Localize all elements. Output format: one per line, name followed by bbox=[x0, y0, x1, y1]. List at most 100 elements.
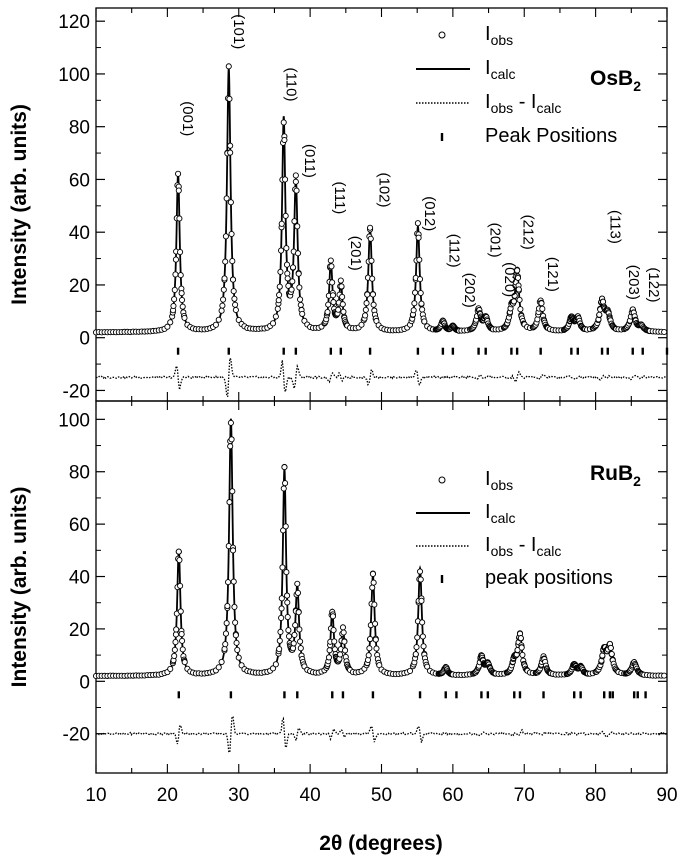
obs-point bbox=[285, 627, 292, 634]
obs-point bbox=[340, 629, 347, 636]
y-tick-label: 80 bbox=[69, 463, 90, 484]
obs-point bbox=[215, 664, 222, 671]
obs-point bbox=[284, 275, 291, 282]
obs-point bbox=[227, 142, 234, 149]
obs-point bbox=[296, 284, 303, 291]
obs-point bbox=[337, 277, 344, 284]
y-tick-label: 120 bbox=[58, 12, 90, 33]
x-tick-label: 90 bbox=[656, 785, 677, 806]
legend: Iobs Icalc Iobs - Icalc Peak Positions bbox=[416, 23, 617, 147]
legend-symbol-obs bbox=[438, 31, 446, 39]
obs-point bbox=[232, 619, 239, 626]
obs-point bbox=[222, 258, 229, 265]
obs-point bbox=[362, 312, 369, 319]
obs-point bbox=[235, 316, 242, 324]
obs-point bbox=[296, 626, 303, 633]
y-tick-label: 80 bbox=[69, 118, 90, 139]
x-tick-label: 20 bbox=[157, 785, 178, 806]
obs-point bbox=[173, 626, 180, 633]
legend-label: Iobs - Icalc bbox=[485, 91, 561, 116]
obs-point bbox=[282, 523, 289, 530]
obs-point bbox=[283, 569, 290, 576]
hkl-label: (203) bbox=[625, 265, 642, 300]
obs-point bbox=[608, 650, 615, 658]
obs-point bbox=[278, 220, 285, 227]
hkl-label: (102) bbox=[375, 172, 392, 207]
obs-point bbox=[167, 665, 174, 672]
obs-point bbox=[229, 258, 236, 265]
obs-point bbox=[341, 638, 348, 645]
obs-point bbox=[299, 310, 306, 317]
obs-point bbox=[175, 548, 182, 555]
y-tick-label: 100 bbox=[58, 410, 90, 431]
obs-point bbox=[278, 247, 285, 254]
obs-point bbox=[231, 603, 238, 611]
obs-point bbox=[295, 609, 302, 616]
obs-point bbox=[229, 488, 236, 495]
peak-position-markers bbox=[176, 347, 669, 355]
obs-point bbox=[369, 570, 376, 577]
y-axis-label: Intensity (arb. units) bbox=[8, 487, 31, 688]
legend-label: Iobs - Icalc bbox=[485, 534, 561, 559]
obs-point bbox=[369, 584, 376, 591]
obs-point bbox=[411, 300, 418, 307]
y-tick-label: -20 bbox=[63, 725, 90, 746]
hkl-label: (121) bbox=[544, 257, 561, 292]
obs-point bbox=[276, 646, 283, 653]
obs-point bbox=[417, 576, 424, 583]
obs-point bbox=[232, 301, 239, 308]
legend: Iobs Icalc Iobs - Icalc peak positions bbox=[416, 468, 613, 589]
obs-point bbox=[283, 245, 290, 252]
legend-label: Iobs bbox=[485, 468, 513, 493]
obs-point bbox=[364, 291, 371, 298]
y-tick-label: 40 bbox=[69, 568, 90, 589]
hkl-label: (201) bbox=[487, 223, 504, 258]
y-tick-label: 100 bbox=[58, 65, 90, 86]
obs-point bbox=[175, 170, 182, 177]
obs-point bbox=[328, 263, 335, 270]
obs-point bbox=[288, 286, 295, 293]
y-tick-label: 0 bbox=[79, 672, 90, 693]
obs-point bbox=[339, 293, 346, 300]
legend-label: Icalc bbox=[485, 57, 515, 82]
obs-point bbox=[294, 580, 301, 587]
obs-point bbox=[340, 308, 347, 315]
obs-point bbox=[272, 661, 279, 668]
obs-point bbox=[227, 149, 234, 156]
obs-point bbox=[178, 290, 185, 297]
obs-point bbox=[177, 248, 184, 256]
obs-point bbox=[225, 63, 232, 70]
y-tick-label: -20 bbox=[63, 381, 90, 402]
x-tick-label: 70 bbox=[514, 785, 535, 806]
obs-point bbox=[272, 313, 279, 320]
y-tick-label: 0 bbox=[79, 329, 90, 350]
obs-point bbox=[599, 652, 606, 659]
obs-point bbox=[171, 652, 178, 660]
obs-point bbox=[367, 224, 374, 231]
difference-curve bbox=[95, 356, 667, 398]
obs-point bbox=[232, 306, 239, 314]
x-tick-label: 60 bbox=[442, 785, 463, 806]
obs-point bbox=[235, 654, 242, 661]
obs-point bbox=[291, 218, 298, 225]
obs-point bbox=[172, 271, 179, 278]
obs-point bbox=[281, 176, 289, 183]
obs-point bbox=[539, 305, 546, 312]
obs-point bbox=[325, 301, 332, 308]
obs-point bbox=[600, 298, 607, 305]
obs-point bbox=[171, 646, 178, 653]
obs-point bbox=[419, 306, 426, 313]
hkl-label: (202) bbox=[461, 273, 478, 308]
obs-point bbox=[363, 300, 370, 307]
obs-point bbox=[415, 234, 422, 241]
obs-point bbox=[172, 631, 179, 638]
hkl-label: (001) bbox=[179, 101, 196, 136]
obs-point bbox=[514, 274, 522, 281]
hkl-label: (011) bbox=[301, 144, 318, 178]
obs-point bbox=[366, 645, 373, 652]
obs-point bbox=[289, 264, 297, 271]
obs-point bbox=[417, 289, 424, 297]
obs-point bbox=[515, 286, 522, 293]
obs-point bbox=[281, 136, 288, 144]
